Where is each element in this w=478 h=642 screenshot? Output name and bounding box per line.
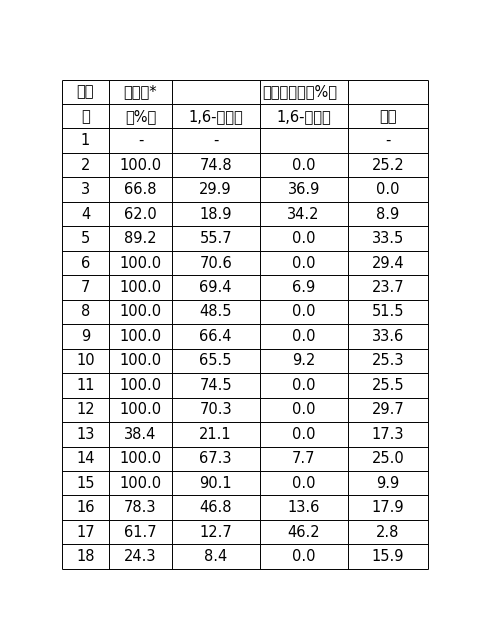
Text: 24.3: 24.3 [124,549,157,564]
Text: 65.5: 65.5 [199,353,232,369]
Text: 9: 9 [81,329,90,344]
Text: 100.0: 100.0 [120,476,162,490]
Text: 66.8: 66.8 [124,182,157,197]
Text: 100.0: 100.0 [120,329,162,344]
Text: 100.0: 100.0 [120,353,162,369]
Text: 17.3: 17.3 [372,427,404,442]
Text: 例: 例 [81,108,90,124]
Text: 转化率*: 转化率* [124,84,157,100]
Text: 10: 10 [76,353,95,369]
Text: 15: 15 [76,476,95,490]
Text: 25.3: 25.3 [372,353,404,369]
Text: 11: 11 [76,378,95,393]
Text: 46.2: 46.2 [287,525,320,540]
Text: 33.5: 33.5 [372,231,404,246]
Text: 23.7: 23.7 [372,280,404,295]
Text: 34.2: 34.2 [287,207,320,221]
Text: 13: 13 [76,427,95,442]
Text: 12.7: 12.7 [199,525,232,540]
Text: 14: 14 [76,451,95,466]
Text: 18.9: 18.9 [199,207,232,221]
Text: 0.0: 0.0 [292,329,315,344]
Text: 74.8: 74.8 [199,158,232,173]
Text: 0.0: 0.0 [376,182,400,197]
Text: 0.0: 0.0 [292,476,315,490]
Text: 9.2: 9.2 [292,353,315,369]
Text: 0.0: 0.0 [292,403,315,417]
Text: 产物分布＊（%）: 产物分布＊（%） [262,84,337,100]
Text: 100.0: 100.0 [120,403,162,417]
Text: 8.9: 8.9 [376,207,400,221]
Text: 100.0: 100.0 [120,280,162,295]
Text: 0.0: 0.0 [292,158,315,173]
Text: 1,6-己二酸: 1,6-己二酸 [276,108,331,124]
Text: 17.9: 17.9 [372,500,404,516]
Text: 62.0: 62.0 [124,207,157,221]
Text: 18: 18 [76,549,95,564]
Text: 78.3: 78.3 [124,500,157,516]
Text: 7: 7 [81,280,90,295]
Text: 21.1: 21.1 [199,427,232,442]
Text: 6: 6 [81,256,90,270]
Text: 100.0: 100.0 [120,378,162,393]
Text: 其它: 其它 [379,108,397,124]
Text: 0.0: 0.0 [292,427,315,442]
Text: 25.2: 25.2 [371,158,404,173]
Text: 16: 16 [76,500,95,516]
Text: 2: 2 [81,158,90,173]
Text: 25.5: 25.5 [372,378,404,393]
Text: 9.9: 9.9 [376,476,400,490]
Text: 69.4: 69.4 [199,280,232,295]
Text: 6.9: 6.9 [292,280,315,295]
Text: 0.0: 0.0 [292,256,315,270]
Text: 100.0: 100.0 [120,451,162,466]
Text: 38.4: 38.4 [124,427,157,442]
Text: 89.2: 89.2 [124,231,157,246]
Text: 70.3: 70.3 [199,403,232,417]
Text: -: - [213,133,218,148]
Text: 48.5: 48.5 [199,304,232,320]
Text: （%）: （%） [125,108,156,124]
Text: 1,6-己二醛: 1,6-己二醛 [188,108,243,124]
Text: 7.7: 7.7 [292,451,315,466]
Text: 0.0: 0.0 [292,304,315,320]
Text: 25.0: 25.0 [371,451,404,466]
Text: 2.8: 2.8 [376,525,400,540]
Text: -: - [138,133,143,148]
Text: 5: 5 [81,231,90,246]
Text: 74.5: 74.5 [199,378,232,393]
Text: 0.0: 0.0 [292,231,315,246]
Text: 55.7: 55.7 [199,231,232,246]
Text: 51.5: 51.5 [372,304,404,320]
Text: 46.8: 46.8 [199,500,232,516]
Text: 17: 17 [76,525,95,540]
Text: 8: 8 [81,304,90,320]
Text: -: - [385,133,391,148]
Text: 36.9: 36.9 [287,182,320,197]
Text: 12: 12 [76,403,95,417]
Text: 0.0: 0.0 [292,378,315,393]
Text: 67.3: 67.3 [199,451,232,466]
Text: 29.4: 29.4 [372,256,404,270]
Text: 90.1: 90.1 [199,476,232,490]
Text: 1: 1 [81,133,90,148]
Text: 100.0: 100.0 [120,158,162,173]
Text: 70.6: 70.6 [199,256,232,270]
Text: 3: 3 [81,182,90,197]
Text: 29.9: 29.9 [199,182,232,197]
Text: 29.7: 29.7 [371,403,404,417]
Text: 13.6: 13.6 [287,500,320,516]
Text: 8.4: 8.4 [204,549,227,564]
Text: 15.9: 15.9 [372,549,404,564]
Text: 66.4: 66.4 [199,329,232,344]
Text: 100.0: 100.0 [120,304,162,320]
Text: 实施: 实施 [76,84,94,100]
Text: 4: 4 [81,207,90,221]
Text: 100.0: 100.0 [120,256,162,270]
Text: 61.7: 61.7 [124,525,157,540]
Text: 0.0: 0.0 [292,549,315,564]
Text: 33.6: 33.6 [372,329,404,344]
